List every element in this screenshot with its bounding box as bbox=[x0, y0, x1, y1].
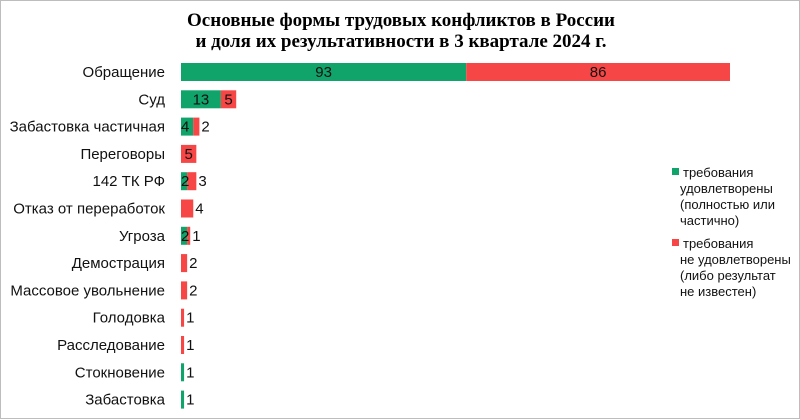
data-label: 1 bbox=[186, 310, 194, 327]
legend-entry-line: удовлетворены bbox=[680, 181, 773, 196]
bar-segment bbox=[181, 199, 194, 218]
category-label: Суд bbox=[138, 91, 165, 108]
legend-entry-line: требования bbox=[683, 165, 753, 180]
data-label: 1 bbox=[186, 337, 194, 354]
category-label: Забастовка bbox=[85, 392, 165, 409]
bar-segment bbox=[181, 363, 185, 382]
category-label: Демострация bbox=[72, 255, 165, 272]
bar-segment bbox=[181, 90, 221, 109]
data-label: 2 bbox=[189, 255, 197, 272]
bars bbox=[181, 63, 730, 409]
bar-segment bbox=[181, 254, 188, 273]
data-label: 2 bbox=[181, 173, 189, 190]
data-label: 1 bbox=[186, 364, 194, 381]
data-label: 13 bbox=[193, 91, 210, 108]
category-label: Отказ от переработок bbox=[13, 201, 165, 218]
data-label: 1 bbox=[186, 392, 194, 409]
data-label: 3 bbox=[198, 173, 206, 190]
bar-segment bbox=[193, 117, 200, 136]
legend-entry-line: требования bbox=[683, 236, 753, 251]
bar-segment bbox=[187, 226, 191, 245]
category-label: Расследование bbox=[57, 337, 165, 354]
category-label: Переговоры bbox=[80, 146, 165, 163]
category-labels: Обращение Суд Забастовка частичная Перегово… bbox=[10, 64, 166, 409]
legend-entry-line: частично) bbox=[680, 213, 739, 228]
legend-swatch bbox=[672, 239, 679, 246]
bar-segment bbox=[181, 63, 467, 81]
data-label: 2 bbox=[181, 228, 189, 245]
category-label: Стокновение bbox=[75, 364, 165, 381]
bar-segment bbox=[181, 172, 188, 191]
legend-swatch bbox=[672, 168, 679, 175]
category-label: Обращение bbox=[83, 64, 165, 81]
data-label: 5 bbox=[224, 91, 232, 108]
data-label: 4 bbox=[195, 201, 203, 218]
bar-segment bbox=[181, 144, 197, 163]
chart-title-line-2: и доля их результативности в 3 квартале … bbox=[195, 31, 606, 52]
data-label: 1 bbox=[192, 228, 200, 245]
category-label: 142 ТК РФ bbox=[92, 173, 165, 190]
chart-title-line-1: Основные формы трудовых конфликтов в Рос… bbox=[187, 10, 615, 31]
bar-segment bbox=[466, 63, 730, 81]
legend-entry-line: (полностью или bbox=[680, 197, 775, 212]
data-label: 5 bbox=[184, 146, 192, 163]
bar-segment bbox=[181, 390, 185, 409]
data-label: 4 bbox=[181, 119, 189, 136]
bar-segment bbox=[187, 172, 197, 191]
category-label: Массовое увольнение bbox=[10, 282, 165, 299]
bar-segment bbox=[181, 308, 185, 327]
category-label: Забастовка частичная bbox=[10, 119, 165, 136]
data-label: 2 bbox=[201, 119, 209, 136]
data-label: 2 bbox=[189, 282, 197, 299]
legend-entry-line: (либо результат bbox=[680, 268, 776, 283]
data-label: 93 bbox=[315, 64, 332, 81]
legend-entry-line: не известен) bbox=[680, 284, 756, 299]
category-label: Угроза bbox=[119, 228, 166, 245]
bar-segment bbox=[181, 226, 188, 245]
legend-entry-line: не удовлетворены bbox=[680, 252, 791, 267]
bar-segment bbox=[181, 336, 185, 354]
data-label: 86 bbox=[590, 64, 607, 81]
bar-segment bbox=[220, 90, 237, 109]
bar-segment bbox=[181, 281, 188, 300]
category-label: Голодовка bbox=[93, 310, 166, 327]
bar-segment bbox=[181, 117, 194, 136]
